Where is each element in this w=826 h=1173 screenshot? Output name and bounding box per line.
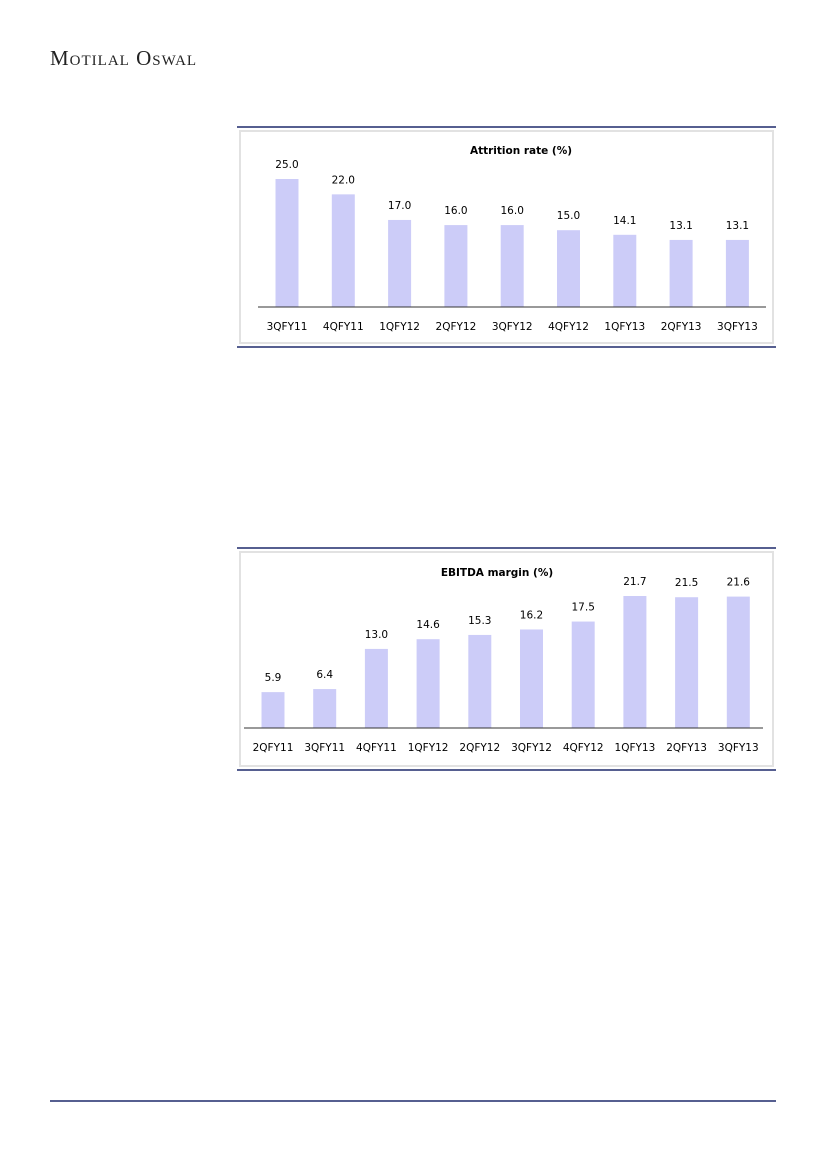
- value-label: 13.0: [365, 629, 388, 641]
- x-tick-label: 3QFY12: [492, 321, 533, 333]
- value-label: 15.0: [557, 210, 580, 222]
- x-tick-label: 1QFY13: [615, 742, 656, 754]
- bar: [613, 234, 637, 307]
- chart-title: Attrition rate (%): [470, 145, 572, 157]
- bar: [444, 225, 468, 307]
- bar: [388, 219, 412, 307]
- bar: [623, 596, 647, 728]
- x-tick-label: 2QFY12: [459, 742, 500, 754]
- value-label: 17.5: [572, 602, 595, 614]
- brand: Motilal Oswal: [50, 46, 197, 70]
- x-tick-label: 1QFY12: [379, 321, 420, 333]
- x-tick-label: 4QFY11: [356, 742, 397, 754]
- bar: [571, 621, 595, 728]
- x-tick-label: 4QFY12: [548, 321, 589, 333]
- bar: [331, 194, 355, 307]
- chart-inner-border: [239, 130, 774, 344]
- value-label: 21.7: [623, 576, 646, 588]
- bar: [364, 648, 388, 728]
- value-label: 16.0: [501, 205, 524, 217]
- value-label: 14.6: [416, 619, 440, 631]
- bar: [500, 225, 524, 307]
- x-tick-label: 3QFY12: [511, 742, 552, 754]
- x-tick-label: 2QFY13: [661, 321, 702, 333]
- value-label: 16.0: [444, 205, 467, 217]
- chart-title: EBITDA margin (%): [441, 567, 553, 579]
- x-tick-label: 2QFY12: [436, 321, 477, 333]
- value-label: 16.2: [520, 609, 543, 621]
- bar: [313, 689, 337, 728]
- bar: [557, 230, 580, 307]
- x-tick-label: 4QFY11: [323, 321, 364, 333]
- value-label: 22.0: [332, 174, 355, 186]
- x-tick-label: 3QFY11: [304, 742, 345, 754]
- bar: [520, 629, 543, 728]
- value-label: 5.9: [265, 672, 282, 684]
- bar: [675, 597, 699, 728]
- x-tick-label: 1QFY13: [604, 321, 645, 333]
- x-tick-label: 2QFY11: [253, 742, 294, 754]
- value-label: 6.4: [316, 669, 333, 681]
- x-tick-label: 2QFY13: [666, 742, 707, 754]
- x-tick-label: 1QFY12: [408, 742, 449, 754]
- bar: [669, 239, 693, 307]
- bar: [725, 239, 749, 307]
- value-label: 17.0: [388, 200, 411, 212]
- value-label: 13.1: [669, 220, 692, 232]
- value-label: 25.0: [275, 159, 298, 171]
- bar: [416, 639, 440, 728]
- x-tick-label: 3QFY13: [717, 321, 758, 333]
- bar: [468, 634, 492, 728]
- bar: [261, 692, 285, 728]
- chart-inner-border: [239, 551, 774, 767]
- x-tick-label: 3QFY11: [267, 321, 308, 333]
- value-label: 21.5: [675, 577, 698, 589]
- value-label: 13.1: [726, 220, 749, 232]
- x-tick-label: 3QFY13: [718, 742, 759, 754]
- x-tick-label: 4QFY12: [563, 742, 604, 754]
- bar: [726, 596, 750, 728]
- value-label: 15.3: [468, 615, 491, 627]
- value-label: 21.6: [727, 577, 751, 589]
- bar: [275, 179, 299, 307]
- value-label: 14.1: [613, 215, 636, 227]
